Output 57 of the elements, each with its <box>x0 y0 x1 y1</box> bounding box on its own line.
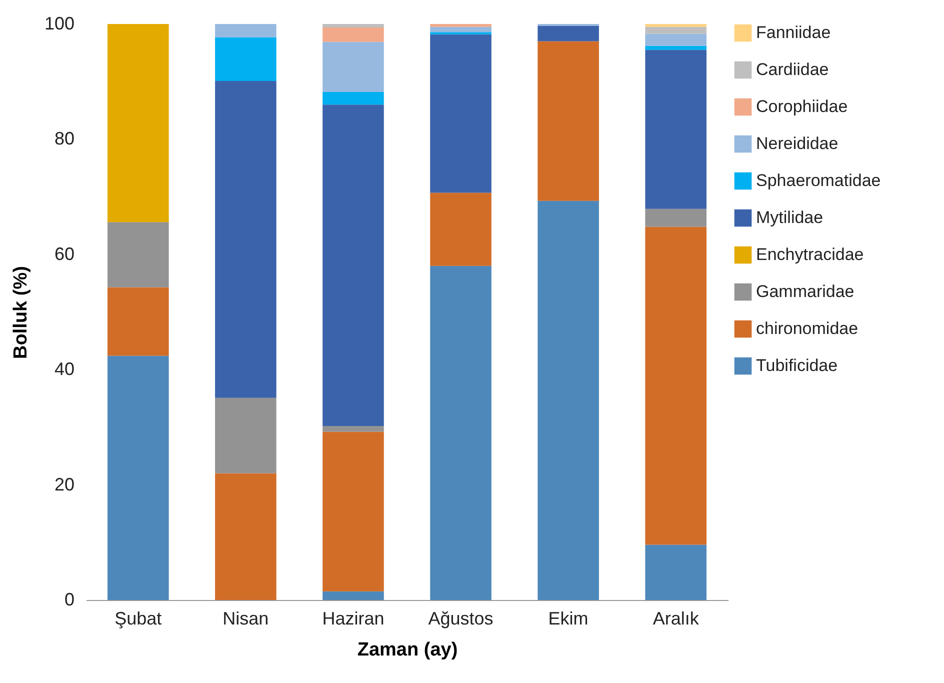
bar <box>645 24 706 27</box>
legend-label: Corophiidae <box>756 97 848 116</box>
bar <box>108 24 169 222</box>
bar <box>215 398 276 474</box>
bar <box>645 46 706 50</box>
bar <box>645 50 706 209</box>
bar <box>538 41 599 201</box>
bar <box>322 426 384 432</box>
bar <box>322 591 384 600</box>
x-tick-label: Nisan <box>222 608 269 628</box>
bar <box>645 544 706 600</box>
y-tick-label: 60 <box>54 244 74 264</box>
legend-label: Enchytracidae <box>756 245 864 264</box>
legend-label: Sphaeromatidae <box>756 171 881 190</box>
bar <box>215 37 276 82</box>
bar <box>108 356 169 600</box>
bar <box>322 27 384 42</box>
bar <box>538 26 599 42</box>
y-tick-label: 80 <box>54 128 74 149</box>
y-tick-label: 40 <box>54 359 74 380</box>
legend-label: Gammaridae <box>756 282 854 301</box>
bar <box>645 34 706 46</box>
bar <box>322 24 384 28</box>
bar <box>430 24 492 27</box>
bar <box>430 34 492 193</box>
legend-label: Mytilidae <box>756 208 824 227</box>
bar <box>322 104 384 426</box>
bar <box>645 208 706 227</box>
bar <box>430 26 492 32</box>
bar <box>322 432 384 592</box>
bar <box>430 192 492 266</box>
legend-label: Nereididae <box>756 134 838 153</box>
x-tick-label: Ağustos <box>428 608 494 628</box>
x-tick-label: Haziran <box>322 608 384 628</box>
bar <box>430 266 492 600</box>
bar <box>108 287 169 356</box>
bar <box>215 81 276 398</box>
y-tick-label: 20 <box>54 474 74 494</box>
bar <box>645 26 706 34</box>
legend-label: chironomidae <box>756 319 858 338</box>
x-axis-title: Zaman (ay) <box>357 640 458 660</box>
bar <box>538 200 599 600</box>
x-tick-label: Ekim <box>548 608 588 628</box>
y-axis-title: Bolluk (%) <box>10 266 32 359</box>
legend-label: Fanniidae <box>756 23 831 42</box>
bar <box>215 24 276 38</box>
bar <box>108 222 169 288</box>
y-tick-label: 0 <box>64 590 74 610</box>
bar <box>322 42 384 92</box>
legend-label: Cardiidae <box>756 60 829 79</box>
x-tick-label: Aralık <box>652 608 700 628</box>
bar <box>322 92 384 105</box>
x-tick-label: Şubat <box>114 608 162 628</box>
bar <box>645 226 706 545</box>
legend-label: Tubificidae <box>756 356 838 375</box>
y-tick-label: 100 <box>44 14 74 34</box>
bar <box>215 473 276 600</box>
